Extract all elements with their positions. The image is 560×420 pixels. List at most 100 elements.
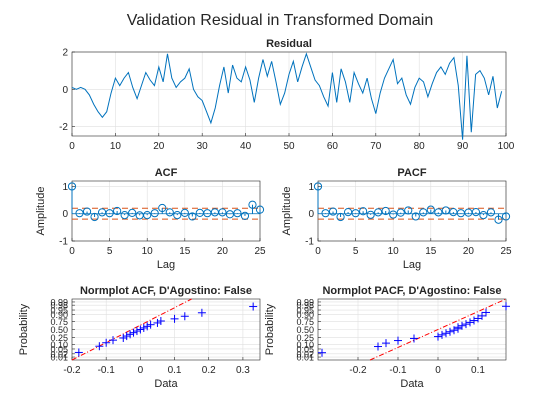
pacf-ytick-label: 1 <box>308 182 314 193</box>
acf-ytick-label: 0 <box>62 209 68 220</box>
acf-stem-marker <box>113 206 122 216</box>
normplot_pacf-title: Normplot PACF, D'Agostino: False <box>322 285 501 297</box>
acf-ytick-label: 1 <box>62 182 68 193</box>
normplot_pacf-ytick-label: 0.25 <box>296 333 314 343</box>
pacf-stem-marker <box>426 205 435 214</box>
normplot_pacf-xtick-label: 0 <box>435 365 441 376</box>
normplot_pacf-ytick-label: 0.02 <box>296 349 314 359</box>
normplot_acf-data-point <box>95 342 104 351</box>
pacf-stem-marker <box>381 206 390 216</box>
normplot_pacf-ytick-label: 0.95 <box>296 306 314 316</box>
pacf-xlabel: Lag <box>403 259 421 271</box>
acf-stem-marker <box>143 210 152 220</box>
pacf-stem-marker <box>321 209 330 218</box>
acf-stem-marker <box>180 208 189 218</box>
acf-stem-marker <box>165 208 174 217</box>
acf-stem-marker <box>105 209 114 218</box>
normplot_pacf-ytick-label: 0.01 <box>296 353 314 363</box>
normplot_pacf-data-point <box>410 334 418 343</box>
acf-stem-marker <box>188 212 197 221</box>
normplot_acf-ytick-label: 0.01 <box>50 353 68 363</box>
normplot_pacf-xlabel: Data <box>400 378 424 390</box>
acf-stem-marker <box>75 209 84 218</box>
residual-xtick-label: 30 <box>197 141 209 152</box>
normplot_pacf-xtick-label: -0.2 <box>349 365 367 376</box>
normplot_acf-data-point <box>139 323 148 332</box>
pacf-stem-marker <box>404 206 413 215</box>
normplot_pacf-data-point <box>446 327 454 336</box>
normplot_pacf-xtick-label: -0.1 <box>389 365 407 376</box>
normplot_acf-ytick-label: 0.50 <box>50 325 68 335</box>
normplot_acf-data-point <box>109 336 118 345</box>
pacf-stem-marker <box>486 208 496 217</box>
normplot_pacf-data-point <box>382 339 390 348</box>
pacf-stem-marker <box>328 207 338 216</box>
normplot_pacf-ytick-label: 0.50 <box>296 325 314 335</box>
normplot_pacf-data-point <box>482 308 490 317</box>
normplot_pacf-data-point <box>458 321 466 330</box>
normplot_acf-title: Normplot ACF, D'Agostino: False <box>80 285 252 297</box>
normplot_pacf-ytick-label: 0.05 <box>296 344 314 354</box>
normplot_acf-ytick-label: 0.98 <box>50 301 68 311</box>
normplot_acf-xtick-label: -0.1 <box>98 365 116 376</box>
pacf-stem-marker <box>441 206 450 215</box>
acf-xlabel: Lag <box>157 259 175 271</box>
normplot_acf-data-point <box>126 330 135 339</box>
pacf-stem-marker <box>336 212 345 222</box>
normplot_pacf-data-point <box>442 329 450 338</box>
normplot_acf-data-point <box>74 348 83 357</box>
normplot_acf-data-point <box>180 312 189 321</box>
acf-stem-marker <box>82 207 92 216</box>
pacf-xtick-label: 20 <box>463 246 475 257</box>
acf-xtick-label: 20 <box>217 246 229 257</box>
pacf-ylabel: Amplitude <box>281 187 293 236</box>
acf-ytick-label: -1 <box>59 237 68 248</box>
residual-xtick-label: 100 <box>498 141 515 152</box>
normplot_pacf-data-point <box>434 332 442 341</box>
acf-xtick-label: 15 <box>179 246 191 257</box>
pacf-stem-marker <box>471 207 481 217</box>
pacf-stem-marker <box>411 212 420 221</box>
acf-stem-marker <box>248 200 257 209</box>
normplot_acf-ytick-label: 0.90 <box>50 310 68 320</box>
acf-stem-marker <box>128 208 137 218</box>
acf-stem-marker <box>173 210 182 220</box>
normplot_acf-xtick-label: 0.3 <box>236 365 250 376</box>
normplot_acf-xtick-label: 0.1 <box>168 365 182 376</box>
pacf-stem-marker <box>389 210 398 219</box>
normplot_acf-ytick-label: 0.02 <box>50 349 68 359</box>
normplot_acf-data-point <box>156 317 165 326</box>
acf-stem-marker <box>210 208 219 217</box>
acf-stem-marker <box>240 211 250 221</box>
normplot_acf-data-point <box>132 327 141 336</box>
residual-xtick-label: 60 <box>327 141 339 152</box>
pacf-ytick-label: 0 <box>308 209 314 220</box>
pacf-stem-marker <box>419 208 428 217</box>
pacf-xtick-label: 25 <box>500 246 512 257</box>
normplot_pacf-ytick-label: 0.10 <box>296 340 314 350</box>
normplot_acf-data-point <box>249 302 258 311</box>
normplot_pacf-ytick-label: 0.99 <box>296 297 314 307</box>
pacf-stem-marker <box>313 182 323 191</box>
pacf-xtick-label: 5 <box>353 246 359 257</box>
normplot_pacf-ytick-label: 0.90 <box>296 310 314 320</box>
pacf-stem-marker <box>479 210 488 220</box>
normplot_acf-data-point <box>102 338 111 347</box>
pacf-ytick-label: -1 <box>305 237 314 248</box>
pacf-title: PACF <box>397 167 426 179</box>
acf-stem-marker <box>233 209 242 218</box>
normplot_acf-ytick-label: 0.25 <box>50 333 68 343</box>
acf-title: ACF <box>155 167 178 179</box>
normplot_pacf-data-point <box>438 330 446 339</box>
normplot_acf-ytick-label: 0.10 <box>50 340 68 350</box>
normplot_pacf-data-point <box>462 320 470 329</box>
pacf-stem-marker <box>359 207 368 216</box>
acf-xtick-label: 25 <box>254 246 266 257</box>
normplot_pacf-reference-line <box>369 298 507 361</box>
normplot_acf-data-point <box>197 308 206 317</box>
pacf-stem-marker <box>396 208 405 217</box>
residual-xtick-label: 50 <box>283 141 295 152</box>
residual-title: Residual <box>266 38 312 50</box>
normplot_acf-ytick-label: 0.75 <box>50 317 68 327</box>
